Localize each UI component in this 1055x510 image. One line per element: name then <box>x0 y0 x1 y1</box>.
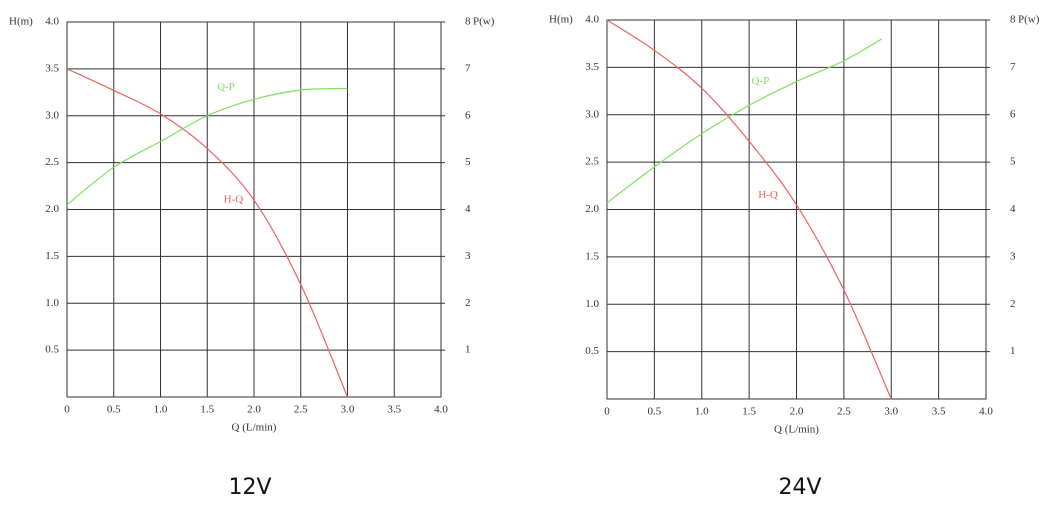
y-tick-label: 3.5 <box>45 62 59 74</box>
x-tick-label: 2.0 <box>247 404 261 416</box>
y-tick-label: 4.0 <box>585 14 599 26</box>
y2-tick-label: 5 <box>1010 156 1016 168</box>
x-tick-label: 0 <box>64 404 70 416</box>
x-tick-label: 3.5 <box>932 406 946 418</box>
y2-tick-label: 3 <box>465 250 471 262</box>
y2-tick-label: 2 <box>1010 298 1016 310</box>
y-tick-label: 1.0 <box>585 298 599 310</box>
y2-tick-label: 2 <box>465 297 471 309</box>
series-label: Q-P <box>752 75 770 87</box>
caption: 24V <box>778 475 821 500</box>
x-tick-label: 2.5 <box>837 406 851 418</box>
y-tick-label: 1.0 <box>45 297 59 309</box>
y-tick-label: 3.0 <box>585 108 599 120</box>
x-tick-label: 0.5 <box>648 406 662 418</box>
x-axis-label: Q (L/min) <box>774 424 819 436</box>
x-tick-label: 1.5 <box>742 406 756 418</box>
caption: 12V <box>228 475 271 500</box>
x-tick-label: 2.5 <box>294 404 308 416</box>
plot-frame <box>66 21 442 398</box>
y-tick-label: 3.0 <box>45 109 59 121</box>
y-tick-label: 2.5 <box>585 156 599 168</box>
y2-tick-label: 6 <box>465 109 471 121</box>
series-line <box>606 38 883 204</box>
y2-tick-label: 8 <box>1010 14 1016 26</box>
y2-tick-label: 4 <box>465 203 471 215</box>
y2-tick-label: 6 <box>1010 108 1016 120</box>
y2-tick-label: 3 <box>1010 250 1016 262</box>
y2-tick-label: 7 <box>1010 61 1016 73</box>
series-line <box>66 68 349 398</box>
y-axis-label: H(m) <box>549 14 573 26</box>
y2-tick-label: 5 <box>465 156 471 168</box>
series-line <box>606 19 892 400</box>
series-label: H-Q <box>758 189 778 201</box>
y2-tick-label: 8 <box>465 16 471 28</box>
y2-tick-label: 4 <box>1010 203 1016 215</box>
x-axis-label: Q (L/min) <box>232 422 277 434</box>
y-tick-label: 0.5 <box>585 345 599 357</box>
y2-axis-label: P(w) <box>1018 14 1040 26</box>
x-tick-label: 1.0 <box>695 406 709 418</box>
y-tick-label: 3.5 <box>585 61 599 73</box>
y-tick-label: 2.0 <box>45 203 59 215</box>
x-tick-label: 0.5 <box>107 404 121 416</box>
y-tick-label: 1.5 <box>585 250 599 262</box>
x-tick-label: 3.0 <box>341 404 355 416</box>
x-tick-label: 3.0 <box>884 406 898 418</box>
y-tick-label: 1.5 <box>45 250 59 262</box>
x-tick-label: 0 <box>604 406 610 418</box>
y-tick-label: 0.5 <box>45 344 59 356</box>
y-tick-label: 2.5 <box>45 156 59 168</box>
y-tick-label: 2.0 <box>585 203 599 215</box>
y2-tick-label: 7 <box>465 62 471 74</box>
y2-tick-label: 1 <box>465 344 471 356</box>
x-tick-label: 3.5 <box>387 404 401 416</box>
y-tick-label: 4.0 <box>45 16 59 28</box>
y2-tick-label: 1 <box>1010 345 1016 357</box>
series-label: H-Q <box>224 194 244 206</box>
x-tick-label: 2.0 <box>790 406 804 418</box>
x-tick-label: 1.0 <box>154 404 168 416</box>
y-axis-label: H(m) <box>9 16 33 28</box>
y2-axis-label: P(w) <box>473 16 495 28</box>
x-tick-label: 4.0 <box>979 406 993 418</box>
plot-frame <box>606 19 987 400</box>
x-tick-label: 4.0 <box>434 404 448 416</box>
x-tick-label: 1.5 <box>200 404 214 416</box>
series-line <box>66 87 348 206</box>
series-label: Q-P <box>217 81 235 93</box>
